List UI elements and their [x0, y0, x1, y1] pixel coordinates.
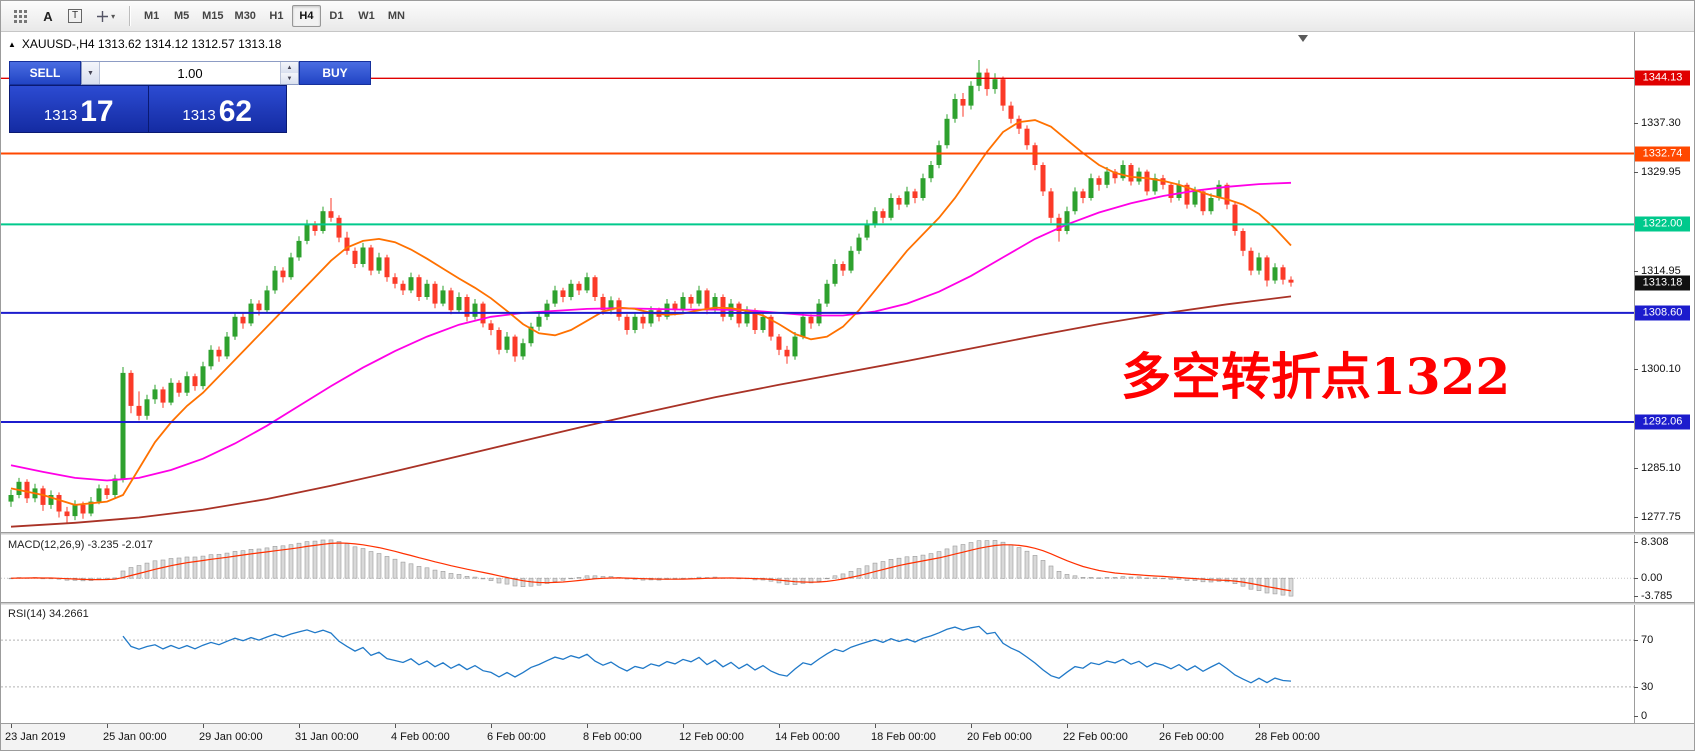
price-axis[interactable]	[1634, 31, 1694, 723]
volume-box: ▼ ▲ ▼	[81, 61, 299, 85]
letter-a-icon: A	[43, 8, 53, 24]
buy-button[interactable]: BUY	[299, 61, 371, 85]
sell-price-display[interactable]: 1313 17	[10, 86, 148, 132]
timeframe-d1[interactable]: D1	[322, 5, 351, 27]
sell-price-big-figure: 1313	[43, 107, 78, 124]
label-tool-button[interactable]: A	[35, 4, 61, 28]
toolbar-separator	[129, 6, 131, 26]
macd-indicator-label: MACD(12,26,9) -3.235 -2.017	[8, 539, 153, 551]
trade-prices-row: 1313 17 1313 62	[9, 85, 287, 133]
grid-icon	[14, 9, 27, 23]
time-axis[interactable]	[1, 723, 1694, 750]
volume-input[interactable]	[100, 62, 280, 84]
trade-controls-row: SELL ▼ ▲ ▼ BUY	[9, 61, 371, 85]
rsi-indicator-label: RSI(14) 34.2661	[8, 608, 89, 620]
timeframe-m30[interactable]: M30	[230, 5, 261, 27]
ohlc-quote: XAUUSD-,H4 1313.62 1314.12 1312.57 1313.…	[21, 37, 282, 51]
chevron-down-icon: ▾	[111, 11, 116, 21]
buy-price-pips: 62	[218, 95, 253, 128]
text-box-icon: T	[68, 9, 83, 23]
volume-up-button[interactable]: ▲	[281, 62, 298, 73]
annotation-text[interactable]: 多空转折点1322	[1121, 347, 1511, 406]
timeframe-mn[interactable]: MN	[382, 5, 411, 27]
timeframe-m15[interactable]: M15	[197, 5, 228, 27]
chart-shift-marker-icon	[1298, 35, 1308, 42]
buy-price-big-figure: 1313	[182, 107, 216, 124]
timeframe-h4[interactable]: H4	[291, 5, 321, 27]
chart-symbol-header: ▲ XAUUSD-,H4 1313.62 1314.12 1312.57 131…	[8, 37, 281, 51]
sell-price-pips: 17	[80, 95, 114, 128]
volume-down-button[interactable]: ▼	[281, 73, 298, 84]
text-tool-button[interactable]: T	[61, 4, 89, 28]
grid-tool-button[interactable]	[6, 4, 35, 28]
sell-button[interactable]: SELL	[9, 61, 81, 85]
crosshair-icon	[97, 10, 109, 22]
chart-macd-splitter[interactable]	[1, 532, 1694, 535]
timeframe-w1[interactable]: W1	[352, 5, 381, 27]
timeframe-h1[interactable]: H1	[262, 5, 291, 27]
volume-dropdown-button[interactable]: ▼	[82, 62, 100, 84]
buy-price-display[interactable]: 1313 62	[148, 86, 286, 132]
chevron-down-icon: ▼	[87, 69, 94, 77]
timeframe-m1[interactable]: M1	[137, 5, 166, 27]
toolbar: A T ▾ M1 M5 M15 M30 H1 H4 D1 W1 MN	[1, 1, 1694, 32]
one-click-trading-panel: SELL ▼ ▲ ▼ BUY 1313 17 1313 62	[9, 61, 371, 133]
macd-rsi-splitter[interactable]	[1, 602, 1694, 605]
draw-tool-dropdown-button[interactable]: ▾	[89, 4, 122, 28]
volume-spinner: ▲ ▼	[280, 62, 298, 84]
collapse-arrow-icon[interactable]: ▲	[8, 39, 16, 49]
timeframe-m5[interactable]: M5	[167, 5, 196, 27]
timeframe-group: M1 M5 M15 M30 H1 H4 D1 W1 MN	[137, 5, 411, 27]
